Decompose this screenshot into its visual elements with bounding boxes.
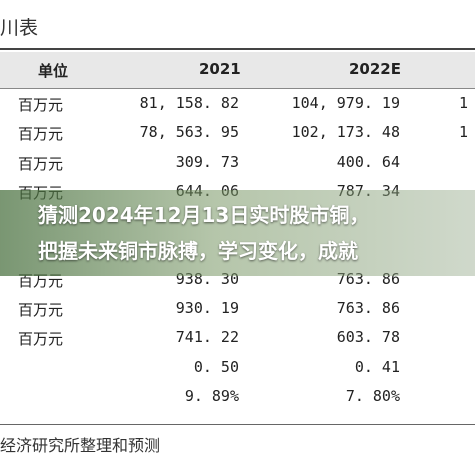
header-2022e: 2022E [349, 60, 401, 78]
cell-next-year: 1 [459, 123, 469, 142]
cell-2022e: 400. 64 [336, 152, 400, 171]
table-row: 百万元 741. 22 603. 78 [0, 324, 475, 353]
cell-unit: 百万元 [18, 96, 64, 114]
headline-line-2: 把握未来铜市脉搏，学习变化，成就 [38, 239, 358, 263]
table-row: 百万元 309. 73 400. 64 [0, 149, 475, 178]
cell-2021: 9. 89% [184, 387, 239, 405]
table-row: 9. 89% 7. 80% [0, 383, 475, 412]
table-row: 百万元 930. 19 763. 86 [0, 295, 475, 324]
table-row: 百万元 78, 563. 95 102, 173. 48 1 [0, 119, 475, 148]
table-header-row: 单位 2021 2022E [0, 52, 475, 88]
cell-2022e: 603. 78 [336, 328, 400, 347]
table-row: 0. 50 0. 41 [0, 354, 475, 383]
cell-unit: 百万元 [18, 330, 64, 349]
source-note: 经济研究所整理和预测 [0, 436, 161, 455]
cell-2022e: 7. 80% [345, 387, 400, 405]
cell-2021: 81, 158. 82 [139, 94, 239, 112]
cell-unit: 百万元 [18, 301, 64, 320]
table-title: 川表 [0, 17, 39, 39]
cell-2022e: 763. 86 [336, 299, 400, 318]
cell-unit: 百万元 [18, 125, 64, 144]
header-rule [0, 88, 475, 89]
table-top-rule [0, 48, 475, 50]
cell-unit: 百万元 [18, 271, 64, 290]
cell-2021: 78, 563. 95 [139, 123, 239, 142]
headline-banner [0, 190, 475, 276]
cell-2022e: 0. 41 [354, 357, 400, 376]
cell-2021: 930. 19 [175, 299, 239, 318]
cell-unit: 百万元 [18, 154, 64, 173]
cell-2022e: 102, 173. 48 [291, 123, 400, 142]
cell-2022e: 104, 979. 19 [291, 94, 400, 112]
table-bottom-rule [0, 424, 475, 425]
cell-next-year: 1 [459, 94, 469, 112]
cell-2021: 0. 50 [193, 357, 239, 376]
header-2021: 2021 [199, 60, 241, 78]
header-unit: 单位 [38, 62, 69, 80]
cell-2021: 741. 22 [175, 328, 239, 347]
headline-line-1: 猜测2024年12月13日实时股市铜， [38, 203, 370, 227]
table-row: 百万元 81, 158. 82 104, 979. 19 1 [0, 90, 475, 119]
cell-2021: 309. 73 [175, 152, 239, 171]
